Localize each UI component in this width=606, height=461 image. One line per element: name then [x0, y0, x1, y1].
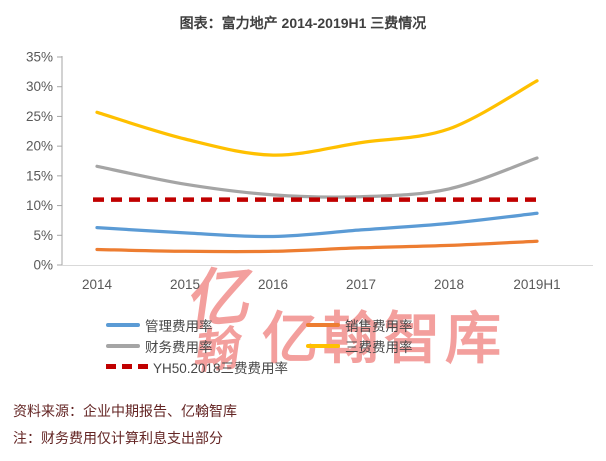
y-tick-label: 35% — [26, 50, 53, 65]
line-chart: 0% 5% 10% 15% 20% 25% 30% 35% 2014 2015 2016 2017 20… — [26, 50, 593, 292]
y-tick-label: 20% — [26, 139, 53, 154]
x-tick-label: 2016 — [258, 277, 288, 292]
series-line-1 — [95, 239, 539, 254]
legend-item-4: YH50.2018三费费用率 — [106, 356, 306, 377]
y-tick-label: 25% — [26, 109, 53, 124]
y-tick-label: 10% — [26, 198, 53, 213]
legend-item-0: 管理费用率 — [106, 314, 306, 335]
legend-marker-icon — [106, 343, 140, 348]
legend-item-3: 三费费用率 — [306, 335, 536, 356]
footnote: 注：财务费用仅计算利息支出部分 — [13, 430, 223, 446]
legend-label: 管理费用率 — [145, 318, 213, 334]
y-tick-label: 5% — [33, 228, 53, 243]
legend-marker-icon — [306, 343, 340, 348]
series-line-3 — [95, 79, 539, 157]
chart-legend: 管理费用率 销售费用率财务费用率 三费费用率 YH50.2018三费费用率 — [106, 314, 536, 377]
chart-title: 图表：富力地产 2014-2019H1 三费情况 — [179, 15, 427, 31]
legend-label: 财务费用率 — [145, 339, 213, 355]
legend-marker-icon — [306, 322, 340, 327]
y-tick-label: 15% — [26, 168, 53, 183]
y-tick-label: 30% — [26, 79, 53, 94]
y-tick-label: 0% — [33, 258, 53, 273]
legend-item-1: 销售费用率 — [306, 314, 536, 335]
x-tick-label: 2014 — [82, 277, 113, 292]
series-line-2 — [95, 156, 539, 199]
legend-item-2: 财务费用率 — [106, 335, 306, 356]
legend-marker-icon — [106, 322, 140, 327]
x-tick-label: 2015 — [170, 277, 200, 292]
legend-label: 销售费用率 — [345, 318, 413, 334]
source-note: 资料来源：企业中期报告、亿翰智库 — [13, 403, 237, 419]
legend-label: YH50.2018三费费用率 — [153, 360, 289, 376]
x-tick-label: 2019H1 — [513, 277, 560, 292]
x-tick-label: 2017 — [346, 277, 376, 292]
x-tick-label: 2018 — [434, 277, 464, 292]
legend-label: 三费费用率 — [345, 339, 413, 355]
series-line-0 — [95, 211, 539, 239]
legend-marker-icon — [106, 364, 148, 369]
